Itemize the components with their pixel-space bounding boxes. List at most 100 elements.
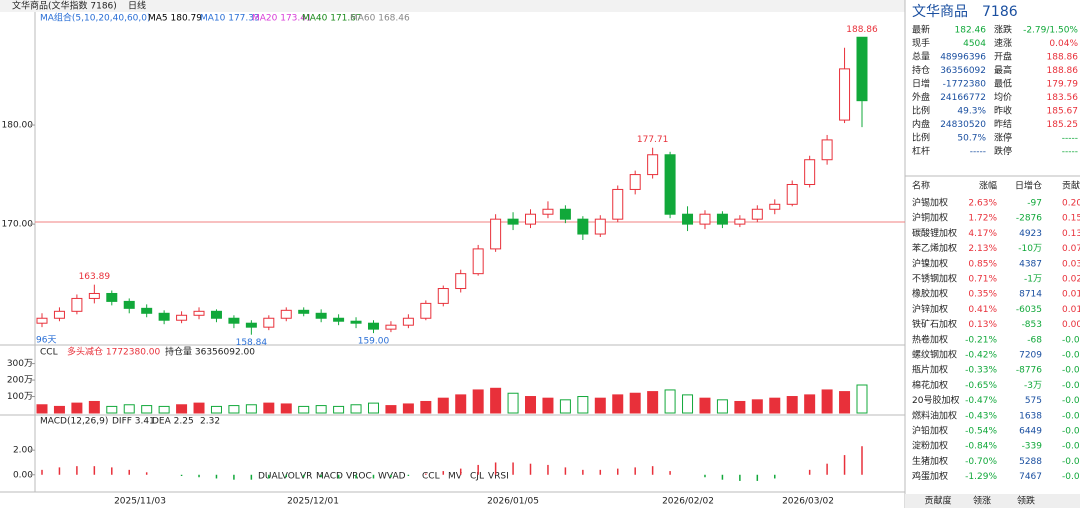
quote-label: 日增	[912, 78, 930, 90]
indicator-tab[interactable]: MACD	[316, 472, 343, 482]
quote-value: 0.04%	[1049, 39, 1078, 49]
candle-body	[88, 292, 100, 299]
quote-label: 内盘	[912, 118, 930, 130]
candle-body	[141, 307, 153, 314]
volume-bar	[769, 397, 781, 414]
table-cell: -6035	[1016, 305, 1042, 315]
volume-bar	[367, 402, 379, 414]
table-cell: -339	[1022, 442, 1043, 452]
volume-bar	[141, 405, 153, 414]
toolbar	[0, 0, 905, 12]
period[interactable]: 日线	[128, 0, 146, 12]
candle-body	[542, 208, 554, 215]
ma-legend-item: MA60 168.46	[350, 14, 410, 24]
quote-label: 速涨	[994, 38, 1012, 49]
table-cell: 0.41%	[968, 305, 997, 315]
quote-label: 总量	[912, 51, 930, 63]
candle-body	[455, 273, 467, 290]
table-cell: -0.01	[1062, 335, 1080, 345]
quote-label: 比例	[912, 132, 930, 144]
volume-bar	[629, 392, 641, 414]
quote-code: 7186	[982, 4, 1018, 20]
table-cell: 0.15	[1062, 214, 1080, 224]
quote-value: -2.79/1.50%	[1023, 26, 1078, 36]
candle-body	[507, 218, 519, 225]
volume-bar	[786, 396, 798, 414]
quote-value: -----	[1062, 134, 1078, 144]
table-cell: 沪铜加权	[912, 212, 948, 224]
indicator-tab[interactable]: VRSI	[488, 472, 509, 482]
candle-body	[402, 317, 414, 326]
quote-label: 比例	[912, 105, 930, 117]
volume-bar	[228, 405, 240, 414]
quote-value: 179.79	[1047, 80, 1079, 90]
table-cell: 1638	[1019, 411, 1042, 421]
candle-body	[36, 317, 48, 324]
vol-title: CCL	[40, 348, 58, 358]
quote-label: 跌停	[994, 145, 1012, 157]
symbol[interactable]: 文华商品(文华指数 7186)	[12, 0, 117, 12]
candle-body	[176, 314, 188, 321]
indicator-tab[interactable]: VROC	[346, 472, 372, 482]
quote-label: 涨跌	[994, 25, 1012, 36]
volume-bar	[385, 405, 397, 414]
volume-bar	[559, 399, 571, 414]
volume-bar	[176, 404, 188, 414]
table-cell: 沪铅加权	[912, 425, 948, 437]
ma-legend-item: MA10 177.33	[200, 14, 260, 24]
candle-body	[193, 310, 205, 316]
table-cell: 0.02	[1062, 275, 1080, 285]
candle-body	[839, 68, 851, 121]
table-cell: -8776	[1016, 366, 1042, 376]
quote-label: 外盘	[912, 91, 930, 103]
ma-legend-label: MA组合(5,10,20,40,60,0)	[40, 12, 151, 24]
quote-label: 持仓	[912, 64, 930, 76]
candle-body	[769, 203, 781, 210]
tab[interactable]: 贡献度	[924, 495, 951, 507]
volume-bar	[315, 405, 327, 414]
volume-bar	[106, 405, 118, 414]
volume-bar	[158, 405, 170, 414]
indicator-tab[interactable]: WVAD	[378, 472, 406, 482]
table-cell: -0.02	[1062, 427, 1080, 437]
table-cell: -0.0	[1062, 396, 1080, 406]
date-label: 2025/11/03	[114, 497, 166, 507]
table-cell: 螺纹钢加权	[912, 349, 957, 361]
table-cell: 0.13	[1062, 229, 1080, 239]
volume-bar	[839, 391, 851, 414]
y-tick-label: 2.00	[13, 446, 33, 456]
volume-bar	[647, 391, 659, 414]
table-cell: 7209	[1019, 351, 1042, 361]
quote-label: 开盘	[994, 51, 1012, 63]
candle-body	[367, 322, 379, 330]
table-cell: 4.17%	[968, 229, 997, 239]
table-cell: -3万	[1024, 381, 1042, 391]
indicator-tab[interactable]: VR	[300, 472, 312, 482]
table-cell: 瓶片加权	[912, 364, 948, 376]
candle-body	[716, 213, 728, 225]
tab[interactable]: 领跌	[1017, 495, 1035, 507]
candle-body	[856, 36, 868, 102]
quote-label: 均价	[994, 91, 1012, 103]
volume-bar	[88, 400, 100, 414]
indicator-tab[interactable]: MV	[448, 472, 463, 482]
candle-body	[490, 218, 502, 250]
table-cell: -0.03	[1062, 472, 1080, 482]
quote-value: 183.56	[1047, 93, 1079, 103]
indicator-tab[interactable]: DUALVOL	[258, 472, 300, 482]
tab[interactable]: 领涨	[973, 495, 991, 507]
macd-diff: DIFF 3.41	[112, 417, 155, 427]
table-cell: 热卷加权	[912, 333, 948, 345]
volume-bar	[804, 394, 816, 414]
table-cell: 0.07	[1062, 244, 1080, 254]
y-tick-label: 100万	[7, 392, 33, 402]
ma-legend-item: MA5 180.79	[148, 14, 202, 24]
table-cell: 燃料油加权	[912, 409, 957, 421]
candle-body	[263, 317, 275, 328]
volume-bar	[193, 402, 205, 414]
indicator-tab[interactable]: CCL	[422, 472, 440, 482]
quote-label: 杠杆	[912, 145, 930, 157]
volume-bar	[612, 394, 624, 414]
indicator-tab[interactable]: CJL	[470, 472, 484, 482]
y-tick-label: 170.00	[2, 220, 34, 230]
